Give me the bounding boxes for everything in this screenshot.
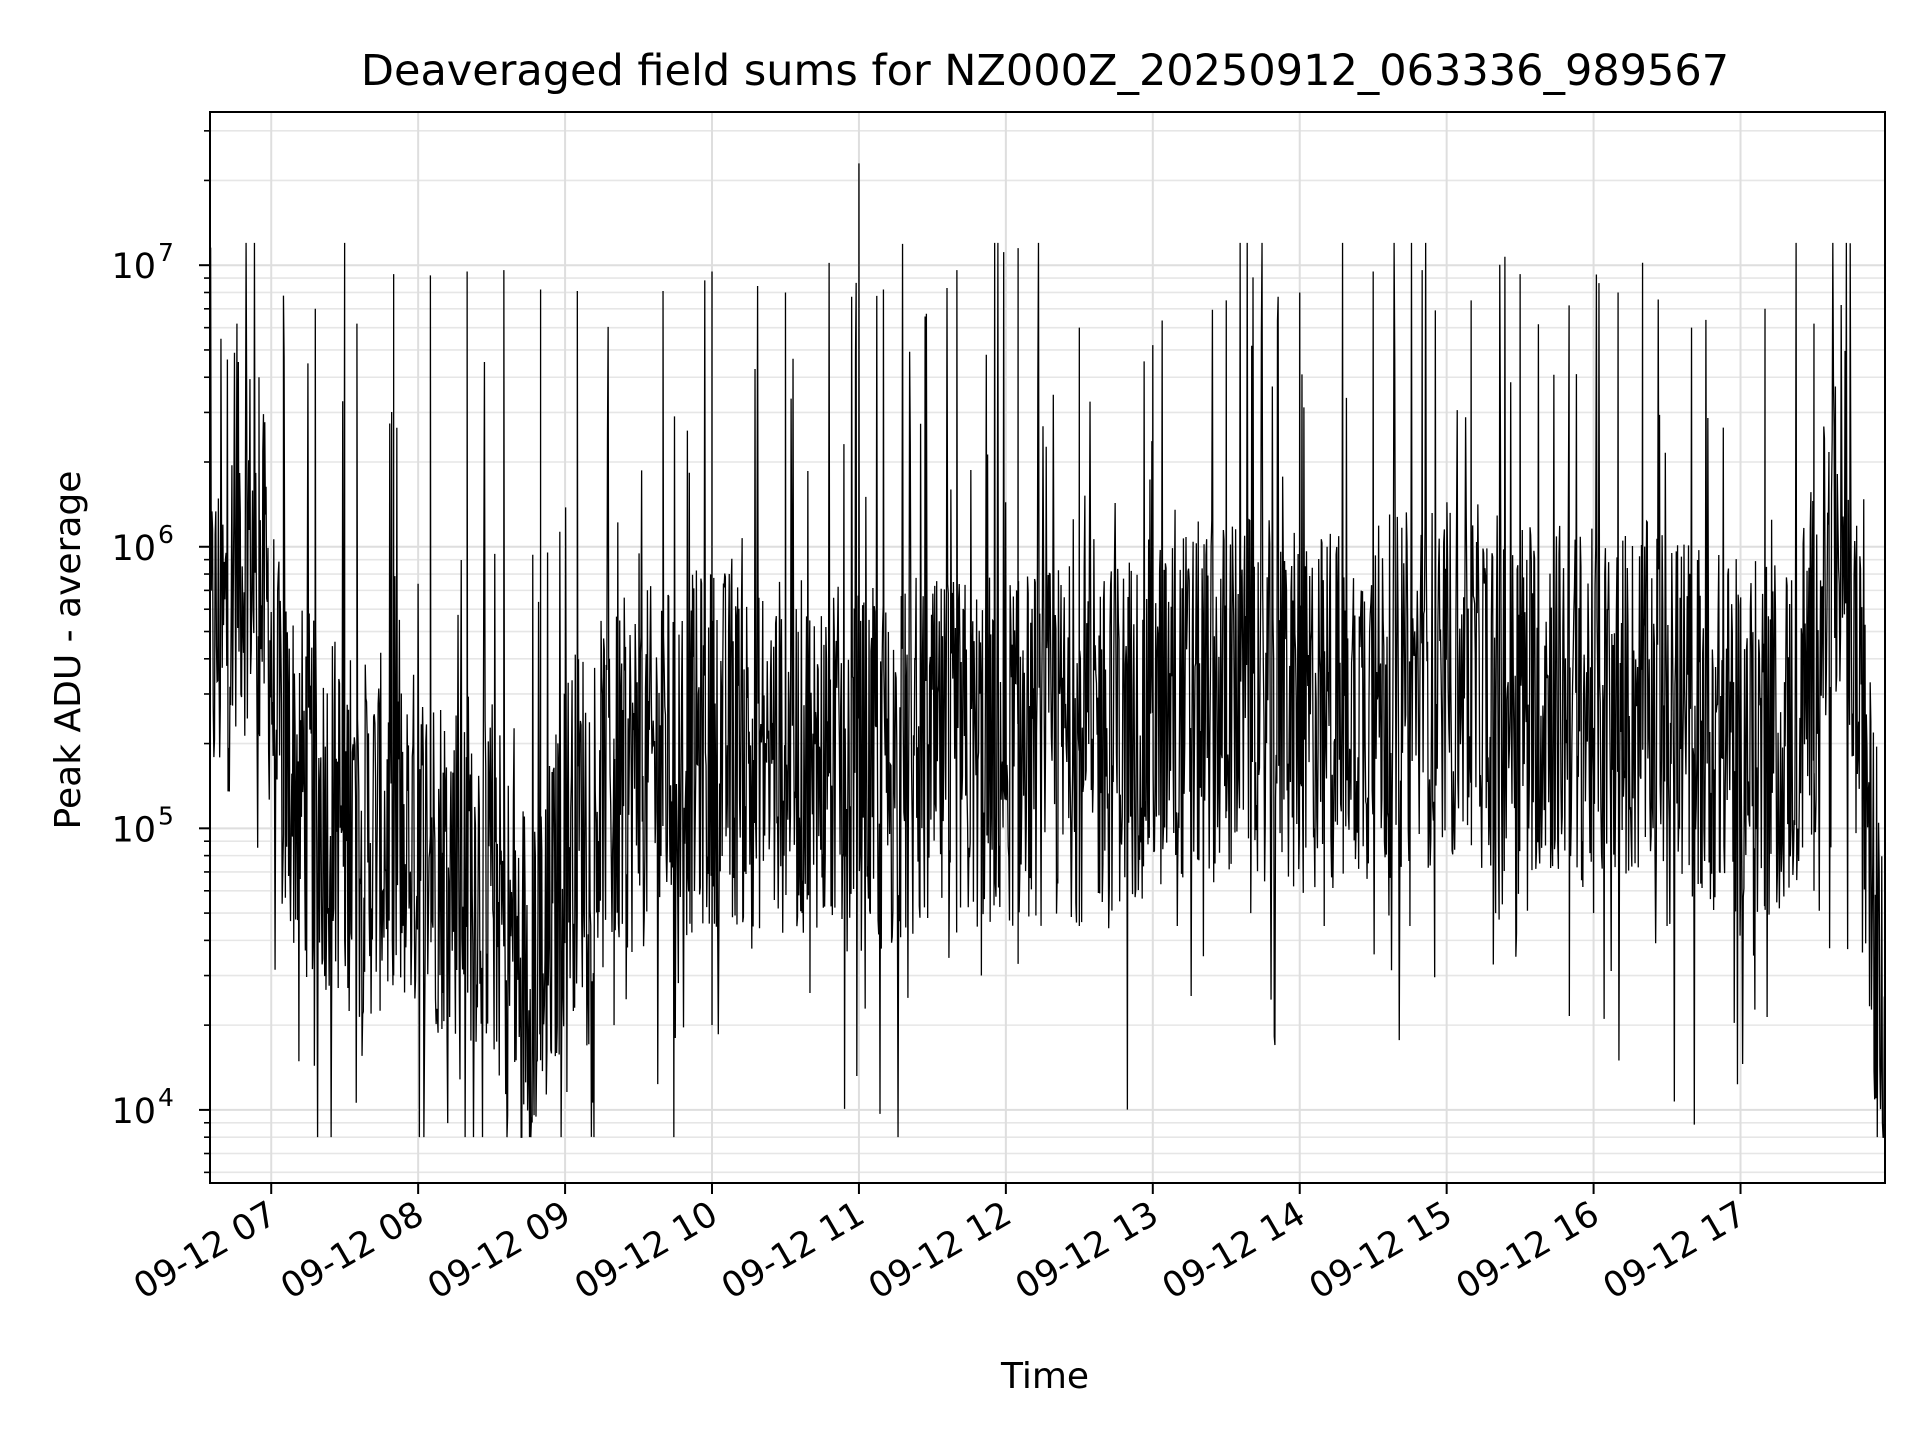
- y-tick-label: 10: [111, 810, 156, 850]
- chart-title: Deaveraged field sums for NZ000Z_2025091…: [361, 46, 1729, 96]
- series-line: [210, 163, 1885, 1138]
- y-axis-label: Peak ADU - average: [48, 471, 89, 830]
- data-series: [210, 163, 1885, 1138]
- y-tick-label-exponent: 6: [158, 520, 174, 549]
- y-tick-label-exponent: 5: [158, 801, 174, 830]
- y-tick-label: 10: [111, 1092, 156, 1132]
- plot-frame: [209, 111, 1886, 1184]
- y-tick-label: 10: [111, 529, 156, 569]
- y-tick-label: 10: [111, 247, 156, 287]
- y-tick-label-exponent: 7: [158, 238, 174, 267]
- x-axis-label: Time: [1000, 1356, 1089, 1397]
- y-tick-label-exponent: 4: [158, 1083, 174, 1112]
